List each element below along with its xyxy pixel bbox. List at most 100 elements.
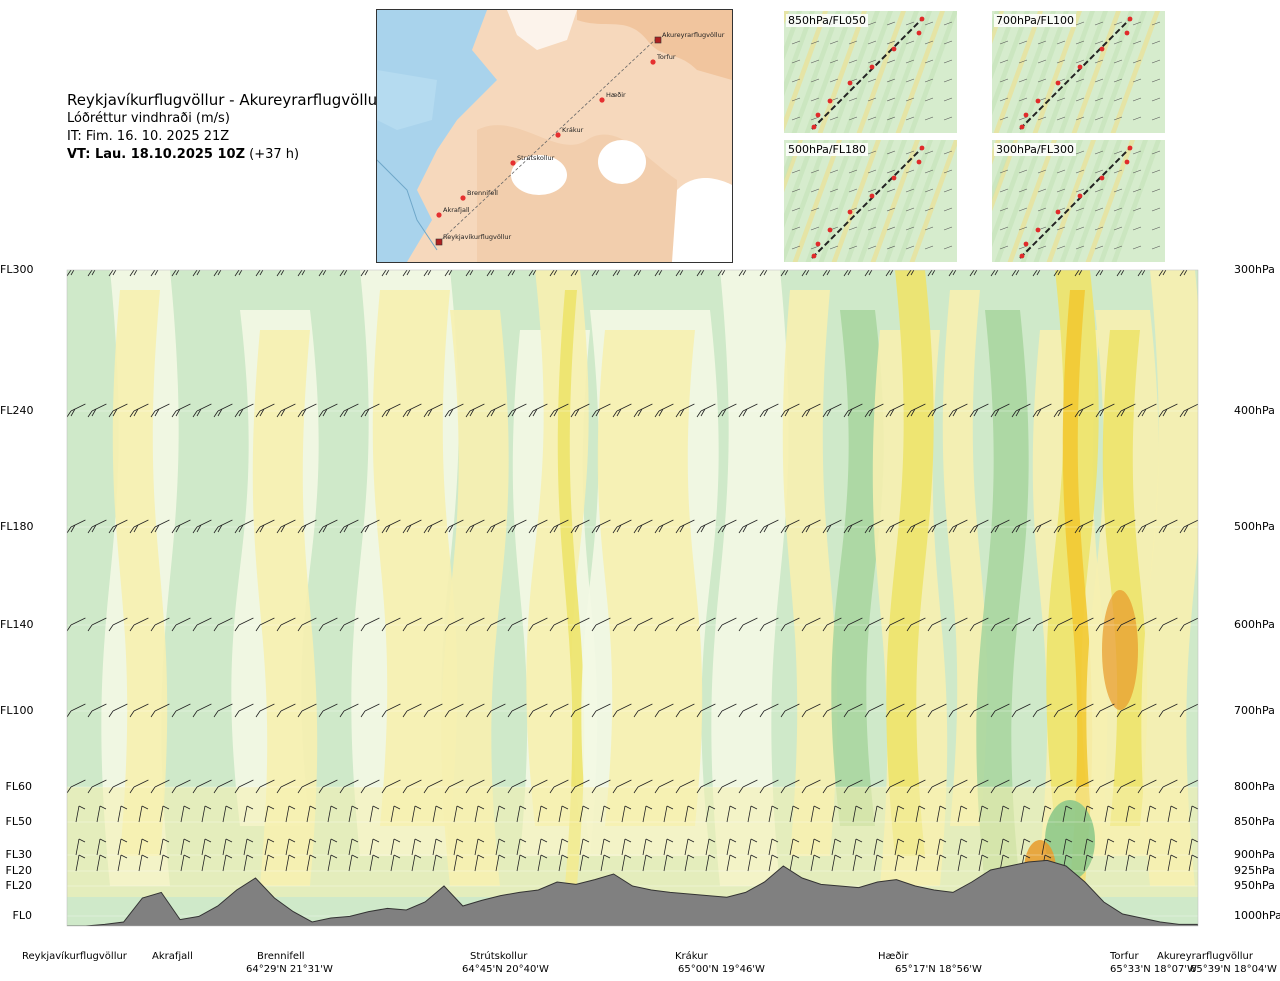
wind-barb	[612, 617, 632, 632]
map-place-label: Brennifell	[467, 189, 498, 197]
wind-barb	[831, 854, 842, 872]
pressure-level-label: 800hPa	[1234, 780, 1275, 793]
wind-barb	[738, 617, 758, 632]
wind-barb	[990, 403, 1010, 418]
wind-barb	[411, 854, 422, 872]
wind-barb	[864, 519, 884, 534]
wind-barb	[738, 403, 758, 418]
wind-barb	[108, 403, 128, 418]
flight-level-label: FL20	[5, 879, 32, 892]
wind-barb	[264, 854, 275, 872]
wind-barb	[171, 519, 191, 534]
wind-barb	[822, 403, 842, 418]
wind-barb	[1158, 270, 1167, 277]
wind-barb	[1146, 838, 1157, 856]
wind-barb	[1083, 805, 1094, 823]
wind-barb	[213, 779, 233, 794]
flight-level-label: FL20	[5, 864, 32, 877]
wind-barb	[192, 703, 212, 718]
updraft-core	[1102, 590, 1138, 710]
level-map-850: 850hPa/FL050	[784, 11, 957, 133]
wind-barb	[381, 779, 401, 794]
wind-barb	[201, 854, 212, 872]
map-marker	[435, 238, 443, 246]
wind-barb	[318, 403, 338, 418]
wind-barb	[276, 617, 296, 632]
wind-barb	[1137, 403, 1157, 418]
wind-barb	[633, 617, 653, 632]
wind-barb	[885, 617, 905, 632]
wind-barb	[486, 779, 506, 794]
wind-barb	[759, 270, 768, 277]
wind-barb	[948, 270, 957, 277]
wind-barb	[117, 805, 128, 823]
wind-barb	[801, 703, 821, 718]
wind-barb	[759, 703, 779, 718]
wind-barb	[150, 703, 170, 718]
vertical-velocity-band	[526, 270, 589, 826]
level-map-label: 850hPa/FL050	[786, 14, 869, 27]
wind-barb	[612, 519, 632, 534]
level-map-label: 500hPa/FL180	[786, 143, 869, 156]
wind-barb	[474, 838, 485, 856]
wind-barb	[1167, 805, 1178, 823]
wind-barb	[885, 519, 905, 534]
wind-barb	[327, 805, 338, 823]
wind-barb	[234, 270, 243, 277]
wind-barb	[528, 703, 548, 718]
wind-barb	[852, 838, 863, 856]
wind-barb	[339, 617, 359, 632]
wind-barb	[537, 805, 548, 823]
wind-barb	[822, 519, 842, 534]
wind-barb	[1053, 519, 1073, 534]
wind-barb	[46, 704, 64, 717]
location-label: Brennifell	[257, 951, 305, 962]
wind-barb	[1137, 617, 1157, 632]
wind-barb	[759, 403, 779, 418]
wind-barb	[234, 403, 254, 418]
wind-barb	[306, 838, 317, 856]
wind-barb	[297, 403, 317, 418]
wind-barb	[129, 270, 138, 277]
wind-barb	[222, 838, 233, 856]
wind-barb	[381, 617, 401, 632]
wind-barb	[171, 270, 180, 277]
wind-barb	[726, 805, 737, 823]
wind-barb	[1104, 838, 1115, 856]
vertical-velocity-band	[112, 290, 168, 856]
wind-barb	[705, 805, 716, 823]
wind-barb	[663, 805, 674, 823]
wind-barb	[360, 403, 380, 418]
level-map-500-svg	[784, 140, 957, 262]
wind-barb	[831, 838, 842, 856]
map-place-label: Hæðir	[606, 91, 626, 99]
wind-barb	[1095, 519, 1115, 534]
wind-barb	[1032, 270, 1041, 277]
wind-barb	[67, 270, 75, 277]
wind-barb	[46, 618, 64, 631]
wind-barb	[1146, 854, 1157, 872]
route-map: Akureyrarflugvöllur Torfur Hæðir Krákur Strú…	[376, 9, 733, 263]
wind-barb	[642, 838, 653, 856]
flight-level-label: FL100	[0, 704, 34, 717]
vertical-velocity-band	[252, 330, 318, 886]
wind-barb	[969, 703, 989, 718]
wind-barb	[297, 519, 317, 534]
wind-barb	[1020, 838, 1031, 856]
wind-barb	[780, 617, 800, 632]
wind-barb	[486, 270, 495, 277]
wind-barb	[339, 779, 359, 794]
wind-barb	[1062, 805, 1073, 823]
wind-barb	[1032, 403, 1052, 418]
valid-time: VT: Lau. 18.10.2025 10Z (+37 h)	[67, 146, 377, 164]
wind-barb	[747, 838, 758, 856]
level-map-300: 300hPa/FL300	[992, 140, 1165, 262]
flight-level-label: FL50	[5, 815, 32, 828]
vertical-velocity-band	[711, 270, 789, 886]
wind-barb	[1032, 519, 1052, 534]
vertical-velocity-band	[1062, 290, 1093, 886]
map-place-label: Krákur	[562, 126, 584, 134]
pressure-level-label: 950hPa	[1234, 879, 1275, 892]
wind-barb	[339, 403, 359, 418]
wind-barb	[600, 854, 611, 872]
